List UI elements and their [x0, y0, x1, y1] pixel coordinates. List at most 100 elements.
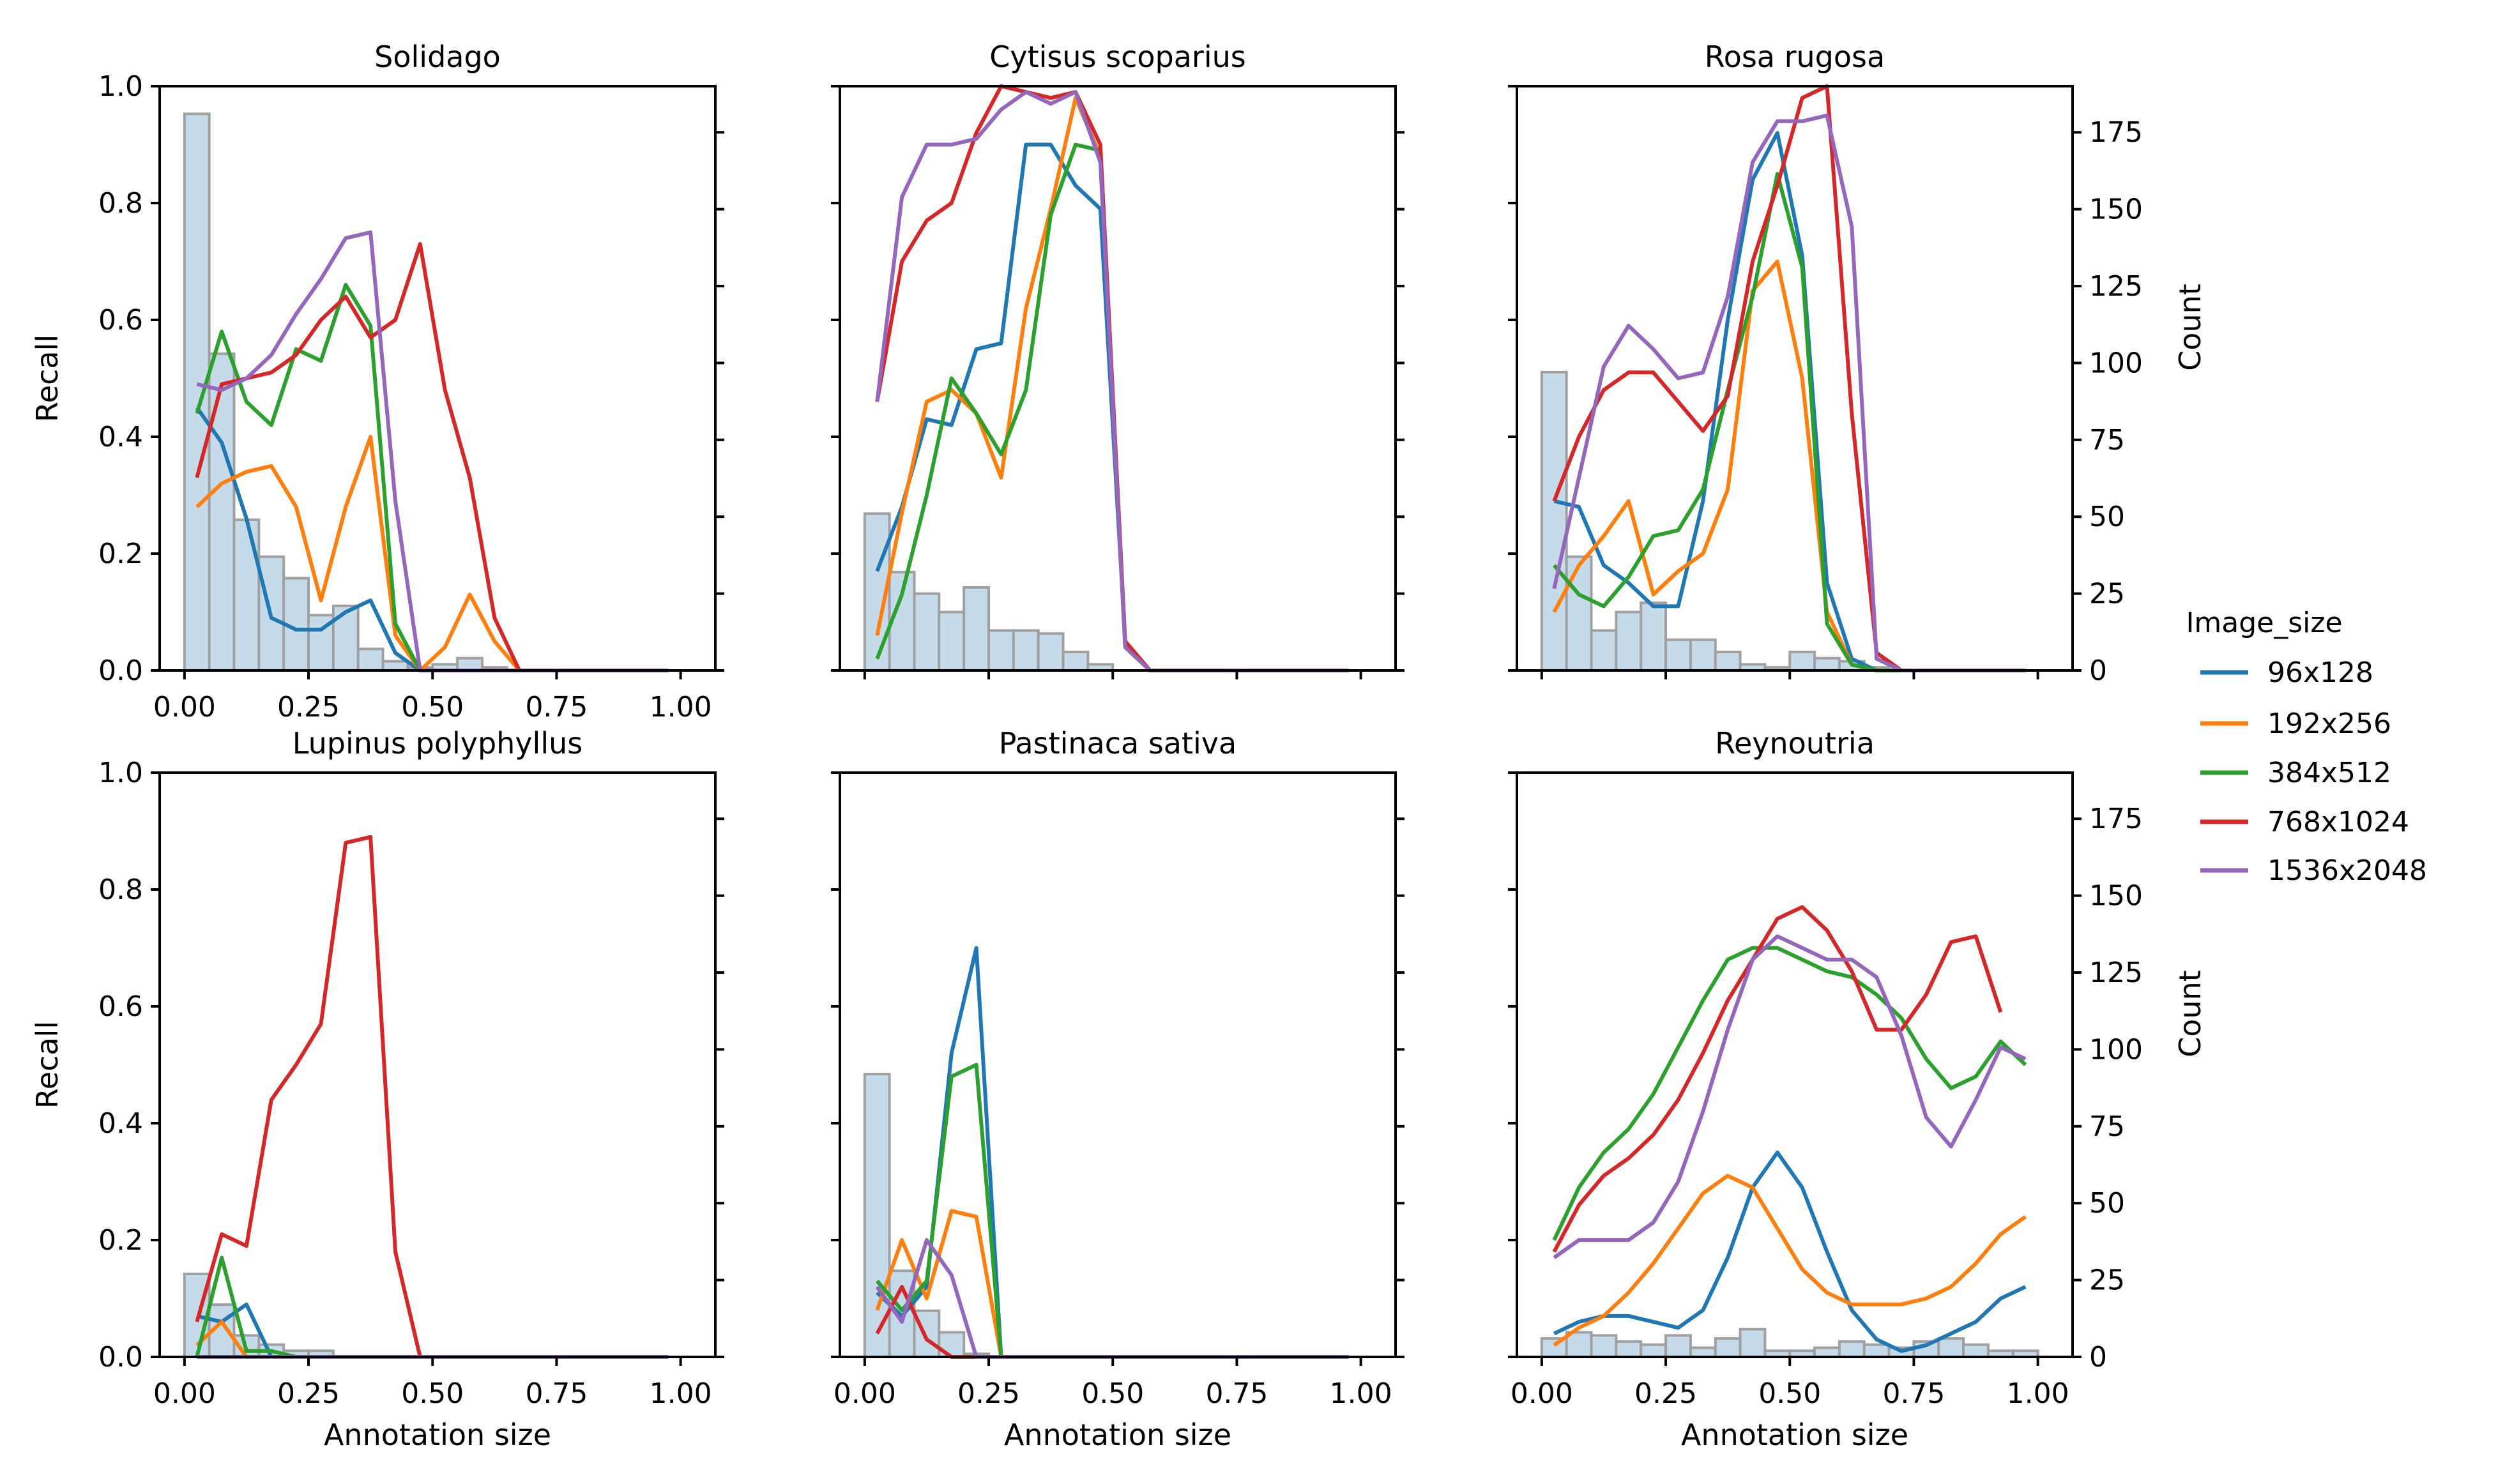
count-tick-label: 75 — [2089, 1110, 2125, 1143]
legend-label: 768x1024 — [2267, 806, 2409, 838]
histogram-bar — [1962, 1343, 1990, 1358]
histogram-bar — [1590, 629, 1618, 672]
legend-label: 96x128 — [2267, 656, 2373, 689]
panel-title: Solidago — [374, 40, 501, 74]
y-axis-label: Recall — [30, 335, 65, 422]
legend-entry-768x1024: 768x1024 — [2200, 806, 2409, 838]
histogram-bar — [183, 112, 211, 672]
x-axis-label: Annotation size — [1681, 1418, 1908, 1452]
x-tick-label: 0.50 — [401, 691, 464, 723]
count-tick-label: 175 — [2089, 803, 2143, 835]
histogram-bar — [1689, 1346, 1717, 1359]
count-tick-label: 125 — [2089, 270, 2143, 303]
histogram-bar — [963, 586, 991, 672]
count-tick-label: 175 — [2089, 116, 2143, 149]
axes-frame — [158, 85, 717, 672]
series-line-1536x2048 — [875, 90, 1349, 672]
panel-title: Lupinus polyphyllus — [293, 726, 582, 761]
histogram-bar — [913, 592, 941, 672]
legend-entry-384x512: 384x512 — [2200, 757, 2391, 789]
histogram-bar — [381, 660, 409, 672]
histogram-bar — [1689, 638, 1717, 672]
x-tick-label: 0.50 — [401, 1377, 464, 1410]
legend-title: Image_size — [2186, 607, 2342, 639]
x-tick-label: 1.00 — [650, 1377, 712, 1410]
axes-frame — [1516, 85, 2074, 672]
legend-label: 1536x2048 — [2267, 854, 2427, 887]
x-tick-label: 0.00 — [153, 691, 216, 723]
panel-title: Reynoutria — [1715, 726, 1875, 761]
series-line-192x256 — [1552, 259, 2026, 672]
y-tick-label: 0.2 — [98, 538, 143, 570]
x-tick-label: 0.50 — [1758, 1377, 1821, 1410]
histogram-bar — [1739, 1328, 1767, 1359]
series-line-768x1024 — [195, 835, 669, 1359]
y-tick-label: 0.4 — [98, 421, 143, 453]
panel-rosa-rugosa: 0 25 50 75 100 125 150 175 Rosa rugosa Count — [1508, 40, 2207, 687]
count-tick-label: 25 — [2089, 578, 2125, 610]
x-tick-label: 0.00 — [834, 1377, 896, 1410]
x-axis-label: Annotation size — [1004, 1418, 1231, 1452]
panel-cytisus-scoparius: Cytisus scoparius — [831, 40, 1404, 679]
y-tick-label: 0.6 — [98, 304, 143, 337]
histogram-bar — [356, 647, 384, 672]
count-tick-label: 150 — [2089, 193, 2143, 226]
histogram-bar — [1788, 651, 1816, 672]
histogram-bar — [208, 352, 236, 672]
x-tick-label: 0.75 — [1882, 1377, 1945, 1410]
count-tick-label: 50 — [2089, 501, 2125, 533]
series-line-384x512 — [195, 1255, 669, 1359]
histogram-bar — [1540, 370, 1568, 672]
series-line-768x1024 — [1552, 905, 2003, 1253]
series-line-96x128 — [876, 946, 1349, 1359]
histogram-bar — [1862, 1343, 1891, 1358]
x-tick-label: 0.00 — [1511, 1377, 1573, 1410]
legend-entry-192x256: 192x256 — [2200, 708, 2391, 740]
axes-frame — [158, 771, 717, 1358]
legend-entry-1536x2048: 1536x2048 — [2200, 854, 2427, 887]
histogram-bar — [1615, 1340, 1643, 1359]
series-line-384x512 — [1553, 172, 2026, 672]
panel-title: Pastinaca sativa — [999, 726, 1237, 761]
y-tick-label: 0.8 — [98, 187, 143, 220]
series-line-1536x2048 — [1553, 934, 2027, 1259]
histogram-bar — [331, 604, 360, 672]
histogram-bar — [1664, 638, 1692, 672]
histogram-bar — [1565, 555, 1593, 672]
histogram-bar — [1813, 656, 1841, 672]
x-tick-label: 0.75 — [1205, 1377, 1268, 1410]
panel-pastinaca-sativa: 0.00 0.25 0.50 0.75 1.00 Pastinaca sativa Anno… — [831, 726, 1404, 1452]
histogram-bar — [1590, 1334, 1618, 1359]
x-tick-label: 0.25 — [957, 1377, 1020, 1410]
histogram-bar — [1615, 610, 1643, 672]
histogram-bar — [1714, 651, 1742, 672]
histogram-bar — [1838, 1340, 1866, 1359]
x-tick-label: 1.00 — [650, 691, 712, 723]
count-tick-label: 50 — [2089, 1187, 2125, 1220]
series-line-96x128 — [196, 1302, 669, 1359]
x-tick-label: 0.25 — [1634, 1377, 1697, 1410]
count-tick-label: 0 — [2089, 655, 2107, 687]
y-tick-label: 0.4 — [98, 1107, 143, 1140]
count-tick-label: 100 — [2089, 347, 2143, 379]
axes-frame — [839, 771, 1397, 1358]
series-line-384x512 — [1552, 946, 2027, 1241]
histogram-bar — [1062, 651, 1090, 672]
histogram-bar — [1714, 1337, 1742, 1358]
histogram-bar — [1813, 1346, 1841, 1359]
legend-label: 192x256 — [2267, 708, 2391, 740]
series-line-384x512 — [876, 1063, 1349, 1359]
x-tick-label: 0.25 — [277, 691, 340, 723]
count-tick-label: 150 — [2089, 880, 2143, 912]
panel-lupinus-polyphyllus: 0.00 0.25 0.50 0.75 1.00 0.0 0.2 0.4 0.6 0.8 1.0 Lu… — [30, 726, 724, 1452]
count-tick-label: 0 — [2089, 1341, 2107, 1374]
histogram-bar — [1037, 632, 1065, 672]
histogram-bar — [1012, 629, 1040, 672]
histogram-bar — [1664, 1334, 1692, 1359]
x-tick-label: 1.00 — [1330, 1377, 1392, 1410]
count-axis-label: Count — [2173, 970, 2207, 1057]
y-axis-label: Recall — [30, 1021, 65, 1109]
count-tick-label: 100 — [2089, 1033, 2143, 1066]
x-tick-label: 0.25 — [277, 1377, 340, 1410]
